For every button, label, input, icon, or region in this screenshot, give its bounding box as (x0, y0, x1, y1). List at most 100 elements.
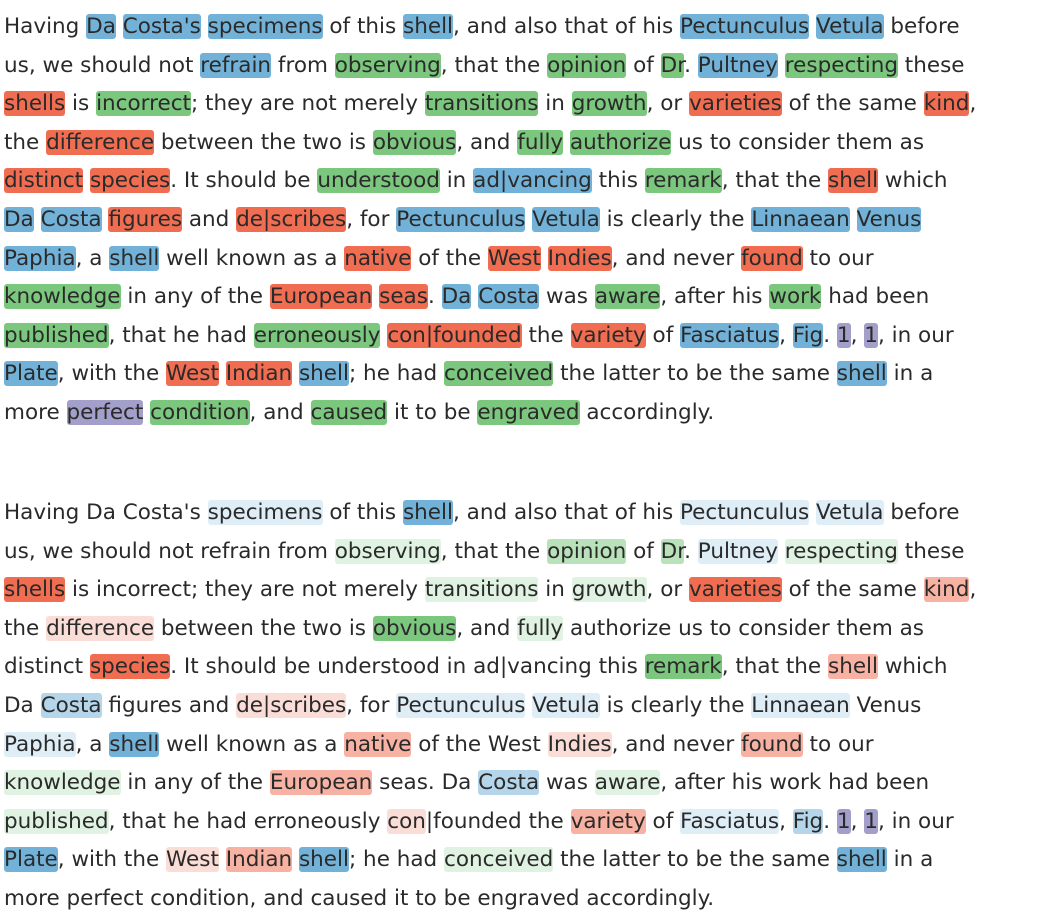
highlighted-token: Dr (660, 52, 685, 78)
highlighted-token: West (166, 847, 219, 873)
highlighted-token: respecting (784, 52, 898, 78)
text-line: Having Da Costa's specimens of this shel… (4, 494, 1060, 533)
highlighted-token: variety (570, 808, 646, 834)
highlighted-token: Linnaean (751, 206, 850, 232)
highlighted-token: Vetula (816, 500, 884, 525)
plain-text: . (427, 284, 442, 310)
highlighted-token: Fig (792, 322, 824, 348)
plain-text: these (897, 538, 965, 564)
highlighted-token: varieties (689, 577, 782, 603)
plain-text: to our (802, 245, 874, 271)
plain-text: , (779, 322, 793, 348)
plain-text: , (969, 577, 977, 603)
highlighted-token: Pultney (697, 52, 778, 78)
plain-text: , a (75, 245, 110, 271)
highlighted-token: found (741, 731, 803, 757)
plain-text: seas. Da (372, 770, 479, 796)
highlighted-token: opinion (547, 52, 627, 78)
plain-text: was (539, 284, 595, 310)
text-line: us, we should not refrain from observing… (4, 533, 1060, 572)
plain-text: . (684, 538, 698, 564)
highlighted-token: Vetula (816, 14, 884, 39)
plain-text: of this (322, 14, 404, 39)
plain-text: to our (802, 731, 874, 757)
plain-text: of (626, 538, 661, 564)
highlighted-token: species (89, 654, 171, 680)
plain-text (541, 246, 548, 271)
highlighted-token: knowledge (4, 770, 121, 796)
plain-text: distinct (4, 654, 90, 680)
plain-text: , after his (660, 284, 770, 310)
plain-text: , a (75, 731, 110, 757)
plain-text: which (878, 654, 948, 680)
text-line: Plate, with the West Indian shell; he ha… (4, 355, 1060, 394)
plain-text: well known as a (159, 731, 345, 757)
highlighted-token: perfect (66, 399, 144, 425)
highlighted-token: work (769, 284, 822, 310)
highlighted-token: West (166, 361, 219, 387)
plain-text: , with the (57, 361, 167, 387)
plain-text: between the two is (154, 615, 373, 641)
plain-text: accordingly. (579, 399, 715, 425)
plain-text: is clearly the (599, 692, 752, 718)
plain-text: the latter to be the same (553, 847, 837, 873)
highlighted-token: Linnaean (751, 692, 850, 718)
text-line: Paphia, a shell well known as a native o… (4, 726, 1060, 765)
plain-text: , (969, 91, 977, 117)
plain-text: is clearly the (599, 206, 752, 232)
highlighted-token: shell (298, 361, 349, 387)
highlighted-token: engraved (477, 399, 580, 425)
plain-text: , in our (877, 808, 954, 834)
text-line: Da Costa figures and de|scribes, for Pec… (4, 201, 1060, 240)
plain-text: , for (346, 692, 397, 718)
text-line: published, that he had erroneously con|f… (4, 803, 1060, 842)
highlighted-token: Indies (547, 245, 612, 271)
plain-text (34, 207, 41, 232)
highlighted-token: transitions (424, 577, 539, 603)
plain-text: the latter to be the same (553, 361, 837, 387)
highlighted-token: Pectunculus (680, 14, 810, 39)
highlighted-token: Pectunculus (396, 692, 526, 718)
plain-text: ; they are not merely (190, 91, 425, 117)
highlighted-token: 1 (864, 322, 878, 348)
text-line: Having Da Costa's specimens of this shel… (4, 8, 1060, 47)
plain-text: , (850, 808, 865, 834)
highlighted-token: obvious (372, 129, 457, 155)
plain-text: , and never (611, 731, 742, 757)
plain-text: us to consider them as (671, 129, 925, 155)
highlighted-token: figures (108, 206, 183, 232)
highlighted-token: observing (334, 52, 441, 78)
highlighted-token: native (344, 245, 412, 271)
plain-text: . (823, 808, 837, 834)
highlighted-token: seas (379, 284, 428, 310)
highlighted-token: growth (571, 577, 647, 603)
highlighted-token: specimens (207, 500, 323, 525)
highlighted-token: Pectunculus (679, 500, 810, 525)
plain-text (219, 361, 226, 386)
highlighted-token: con (387, 808, 426, 834)
highlighted-token: understood (317, 168, 440, 194)
highlighted-token: kind (923, 91, 970, 117)
plain-text (563, 130, 570, 155)
highlighted-token: refrain (200, 52, 272, 78)
plain-text: before (883, 14, 960, 39)
highlighted-token: Vetula (532, 206, 600, 232)
plain-text: , and also that of his (453, 500, 680, 525)
plain-text: authorize us to consider them as (563, 615, 925, 641)
plain-text: had been (821, 284, 930, 310)
highlighted-token: shell (836, 847, 887, 873)
plain-text: , in our (877, 322, 954, 348)
highlighted-token: Costa (478, 284, 540, 310)
plain-text: in a (886, 361, 934, 387)
highlighted-token: shells (4, 91, 66, 117)
highlighted-token: difference (46, 615, 155, 641)
highlighted-token: Indian (225, 847, 293, 873)
plain-text: of (645, 322, 681, 348)
highlighted-token: authorize (570, 129, 672, 155)
highlighted-token: shell (836, 361, 887, 387)
text-line: us, we should not refrain from observing… (4, 47, 1060, 86)
text-line: knowledge in any of the European seas. D… (4, 764, 1060, 803)
plain-text: Venus (849, 692, 922, 718)
text-line: Da Costa figures and de|scribes, for Pec… (4, 687, 1060, 726)
plain-text: . (684, 52, 698, 78)
